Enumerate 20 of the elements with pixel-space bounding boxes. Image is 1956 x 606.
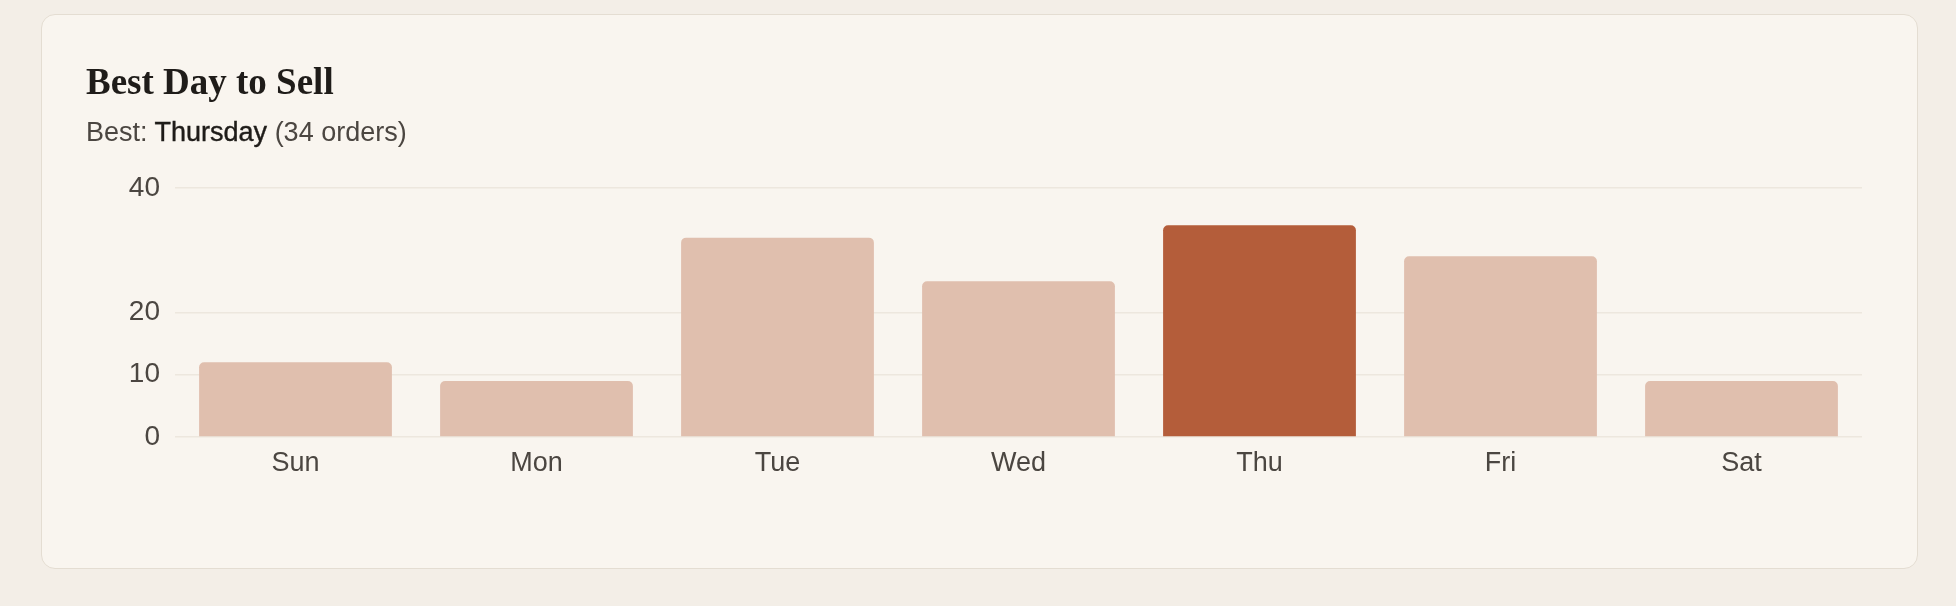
- x-tick-label: Mon: [510, 446, 563, 477]
- bar: [1645, 380, 1838, 437]
- x-tick-label: Thu: [1236, 446, 1283, 477]
- bar: [922, 281, 1115, 437]
- bar: [440, 380, 633, 437]
- bar: [199, 362, 392, 437]
- bar: [1404, 256, 1597, 437]
- x-tick-label: Sat: [1721, 446, 1763, 477]
- x-tick-label: Sun: [271, 446, 320, 477]
- y-tick-label: 0: [144, 419, 160, 451]
- bar: [1163, 225, 1356, 437]
- x-tick-label: Tue: [754, 446, 801, 477]
- bar: [681, 237, 874, 437]
- y-tick-label: 10: [128, 357, 160, 389]
- chart-title: Best Day to Sell: [86, 60, 334, 104]
- y-tick-label: 40: [128, 170, 160, 202]
- x-tick-label: Fri: [1484, 446, 1517, 477]
- y-tick-label: 20: [128, 295, 160, 327]
- chart-subtitle: Best: Thursday (34 orders): [86, 117, 407, 147]
- x-tick-label: Wed: [990, 446, 1047, 477]
